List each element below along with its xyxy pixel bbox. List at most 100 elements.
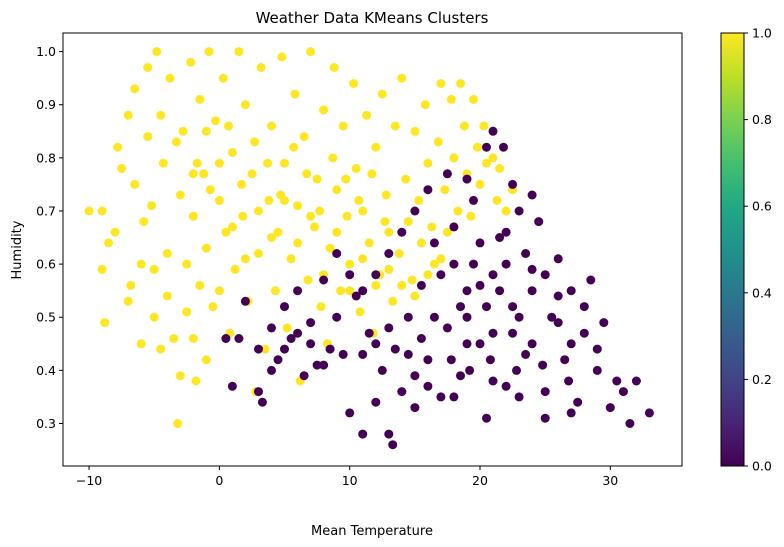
data-point [280,158,289,168]
data-point [436,270,446,280]
data-point [534,217,544,227]
data-point [440,185,450,195]
data-point [349,79,359,88]
data-point [126,280,136,290]
data-point [573,397,583,407]
data-point [514,312,524,322]
data-point [416,280,426,290]
data-point [390,344,400,354]
data-point [188,169,198,179]
data-point [221,334,231,343]
data-point [521,249,531,258]
data-point [462,312,472,322]
data-point [218,73,228,83]
data-point [423,381,433,391]
data-point [306,318,316,328]
data-point [195,280,205,290]
data-point [388,440,398,450]
data-point [553,318,563,328]
data-point [403,349,413,359]
data-point [345,286,355,296]
data-point [267,365,276,375]
x-axis-label: Mean Temperature [311,524,433,539]
data-point [136,339,146,349]
data-point [612,376,622,386]
data-point [371,270,381,280]
data-point [423,270,433,280]
y-tick-label: 0.3 [36,416,56,431]
data-point [469,259,478,269]
data-point [538,360,548,370]
data-point [332,312,342,322]
data-point [456,302,465,312]
data-point [256,63,266,72]
data-point [362,110,372,120]
data-point [199,169,209,179]
data-point [466,211,476,221]
data-point [618,387,628,397]
data-point [290,89,300,99]
x-tick-label: 0 [215,473,223,488]
data-point [420,100,430,110]
data-point [358,206,368,216]
data-point [381,190,391,200]
data-point [195,94,205,104]
data-point [390,121,400,131]
data-point [224,121,233,131]
data-point [286,334,296,343]
data-point [495,233,505,242]
data-point [192,158,202,168]
data-point [312,360,322,370]
data-point [270,286,280,296]
data-point [306,211,316,221]
data-point [214,195,224,205]
data-point [338,121,348,131]
data-point [293,201,303,211]
data-point [566,339,576,349]
data-point [414,195,424,205]
data-point [579,328,589,338]
data-point [355,307,365,317]
data-point [315,206,325,216]
data-point [599,318,609,328]
data-point [449,153,459,163]
data-point [410,206,420,216]
data-point [410,126,420,136]
data-point [495,164,505,173]
data-point [625,419,635,428]
data-point [130,84,140,94]
data-point [397,73,407,83]
colorbar-tick-label: 0.4 [752,285,772,300]
data-point [416,334,426,343]
data-point [123,110,133,120]
data-point [540,413,550,423]
data-point [384,429,394,439]
data-point [358,254,368,264]
data-point [469,195,478,205]
colorbar-tick-label: 0.2 [752,372,772,387]
data-point [257,397,267,407]
data-point [299,132,309,142]
data-point [306,339,316,349]
data-point [495,286,505,296]
data-point [436,392,446,402]
x-tick-label: 20 [472,473,488,488]
data-point [325,344,335,354]
data-point [162,291,172,301]
data-point [182,307,192,317]
data-point [429,259,439,269]
data-point [280,302,289,312]
data-point [238,211,248,221]
data-point [508,302,518,312]
data-point [319,275,329,285]
data-point [423,355,433,365]
data-point [254,206,263,216]
data-point [579,302,589,312]
colorbar-tick-label: 0.6 [752,199,772,214]
data-point [465,365,475,375]
data-point [540,270,550,280]
y-tick-label: 0.4 [36,363,56,378]
data-point [201,243,211,253]
data-point [227,381,237,391]
points-layer [84,47,654,450]
